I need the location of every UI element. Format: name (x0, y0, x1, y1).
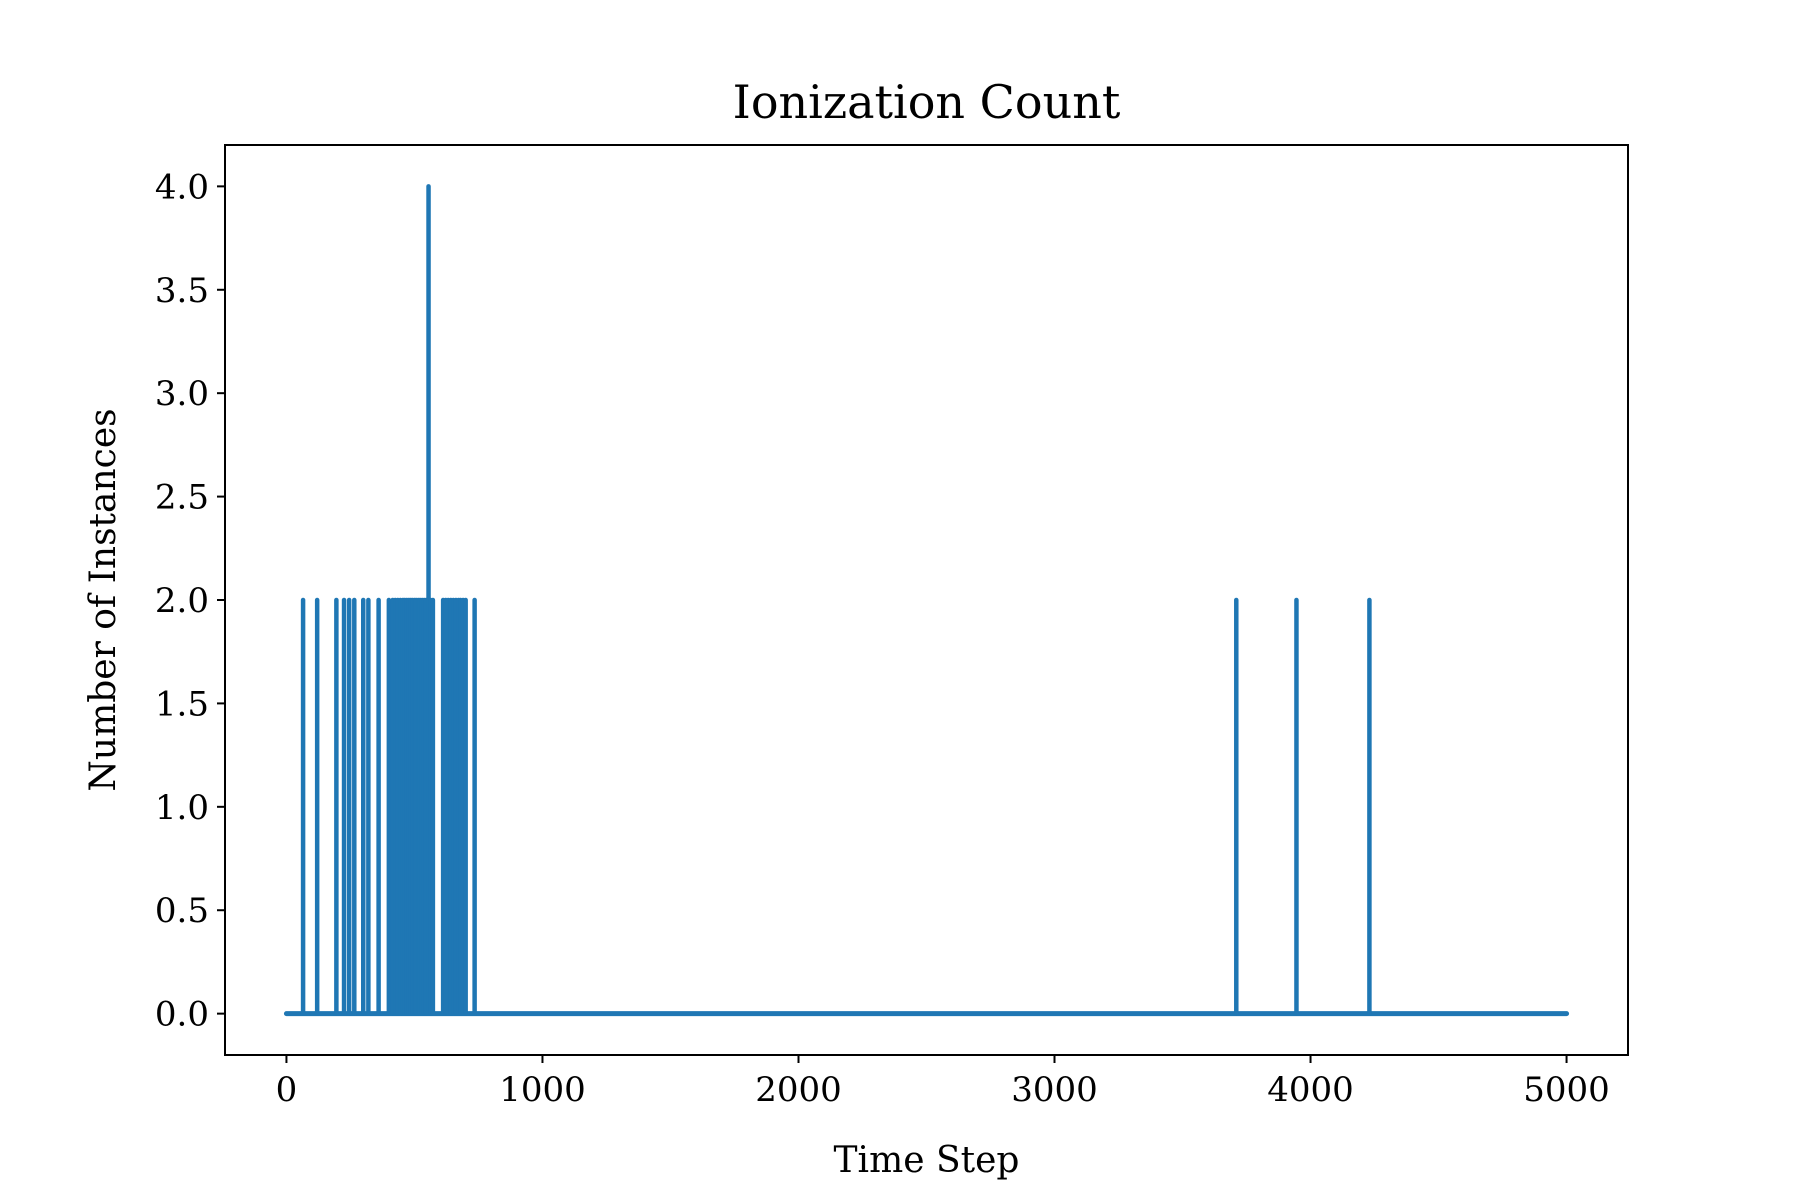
y-axis-label: Number of Instances (83, 408, 124, 791)
chart-title: Ionization Count (733, 75, 1121, 129)
x-axis: 0 1000 2000 3000 4000 5000 (276, 1055, 1610, 1110)
y-tick-label: 0.0 (155, 995, 209, 1035)
y-tick-label: 4.0 (155, 167, 209, 207)
x-tick-label: 2000 (755, 1070, 842, 1110)
x-tick-label: 3000 (1011, 1070, 1098, 1110)
x-tick-label: 5000 (1523, 1070, 1610, 1110)
x-tick-label: 4000 (1267, 1070, 1354, 1110)
y-tick-label: 2.0 (155, 581, 209, 621)
x-tick-label: 0 (276, 1070, 298, 1110)
x-tick-label: 1000 (499, 1070, 586, 1110)
y-axis: 0.0 0.5 1.0 1.5 2.0 2.5 3.0 3.5 4.0 (155, 167, 225, 1035)
y-tick-label: 1.5 (155, 684, 209, 724)
y-tick-label: 1.0 (155, 788, 209, 828)
y-tick-label: 3.0 (155, 374, 209, 414)
y-tick-label: 2.5 (155, 478, 209, 518)
data-layer (283, 184, 1570, 1017)
plot-frame (224, 144, 1629, 1056)
y-tick-label: 3.5 (155, 271, 209, 311)
x-axis-label: Time Step (834, 1140, 1020, 1181)
y-tick-label: 0.5 (155, 891, 209, 931)
